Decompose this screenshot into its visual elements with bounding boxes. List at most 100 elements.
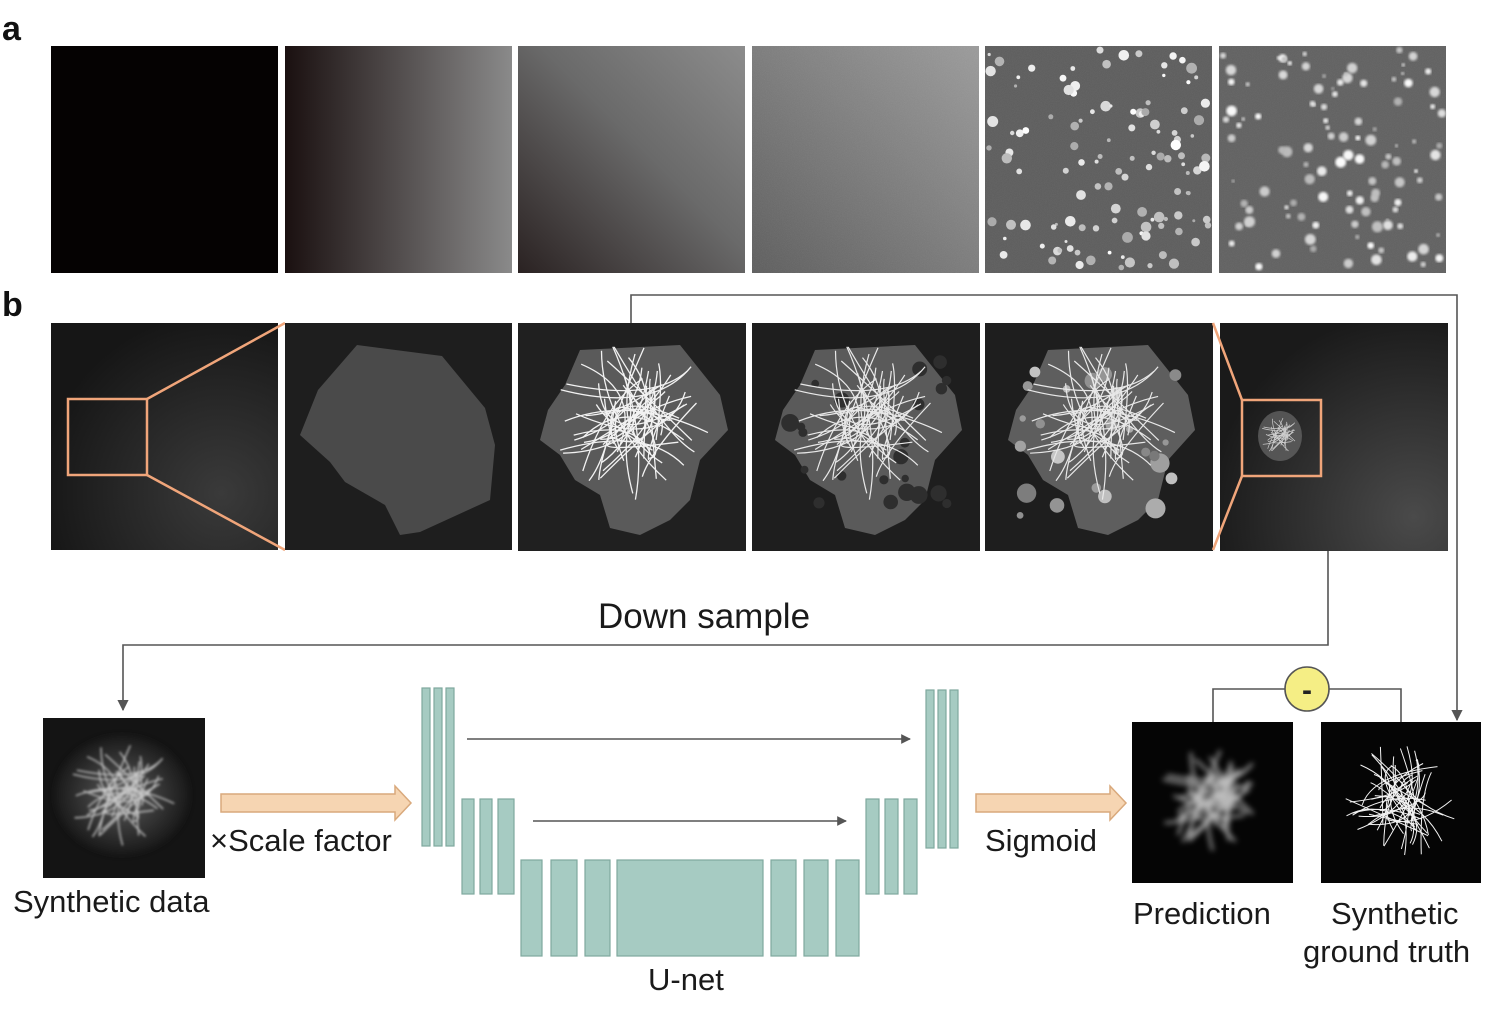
spot	[1355, 196, 1364, 205]
filament	[1384, 765, 1418, 832]
spot	[1304, 234, 1316, 245]
unet-decoder-1c	[949, 689, 959, 849]
zoom-box-left	[66, 397, 149, 477]
spot	[1075, 260, 1084, 270]
filament	[814, 363, 860, 453]
spot	[1354, 154, 1365, 164]
spot	[987, 52, 991, 57]
spot	[1290, 199, 1297, 207]
spot	[1097, 154, 1103, 159]
filament	[632, 396, 663, 464]
spot	[1436, 142, 1443, 149]
arrow-scale-factor	[220, 784, 413, 822]
unet-decoder-2c	[903, 798, 918, 895]
spot	[1313, 84, 1324, 94]
spot	[1006, 219, 1016, 230]
minus-operator-label: -	[1302, 674, 1312, 707]
spot	[1150, 217, 1155, 222]
filament	[1268, 427, 1286, 436]
spot	[1110, 203, 1121, 214]
spot	[1115, 168, 1123, 175]
spot	[1020, 219, 1031, 231]
filament	[1071, 408, 1130, 436]
spot	[1407, 251, 1418, 262]
spot	[1010, 130, 1015, 136]
spot	[1158, 251, 1167, 260]
filament	[89, 772, 139, 793]
spot	[1414, 169, 1418, 174]
filament	[1047, 363, 1093, 453]
spot	[1098, 489, 1112, 504]
spot	[1019, 415, 1026, 422]
filament	[1265, 428, 1294, 439]
spot	[1420, 261, 1426, 268]
filament	[1067, 346, 1099, 440]
hole	[893, 449, 909, 465]
spot	[1078, 159, 1085, 166]
spot	[1059, 74, 1067, 82]
filament	[1108, 402, 1164, 477]
spot	[1151, 150, 1156, 155]
spot	[1147, 263, 1153, 269]
panel-label-b: b	[2, 286, 23, 324]
label-synthetic-gt-line2: ground truth	[1303, 934, 1470, 969]
filament	[649, 378, 657, 479]
filament	[117, 770, 140, 822]
spot	[1322, 74, 1327, 79]
unet-decoder-3b	[803, 859, 829, 957]
connector-down-sample	[117, 551, 1329, 712]
row-a-images	[51, 46, 1447, 273]
minus-operator-circle	[1284, 666, 1330, 712]
spot	[1347, 62, 1358, 74]
spot	[1204, 222, 1212, 229]
filament	[1041, 367, 1110, 441]
spot	[1192, 219, 1196, 223]
spot	[1100, 100, 1111, 112]
spot	[1175, 227, 1183, 236]
spot	[1165, 472, 1178, 485]
unet-encoder-3c	[584, 859, 611, 957]
spot	[986, 145, 992, 151]
spot	[1404, 78, 1413, 88]
zoom-line-top-right	[1211, 322, 1244, 401]
spot	[1335, 156, 1347, 168]
spot	[1174, 211, 1183, 220]
spot	[1066, 245, 1074, 252]
unet-decoder-2b	[884, 798, 899, 895]
spot	[1096, 46, 1104, 54]
spot	[1186, 62, 1197, 74]
spot	[1338, 132, 1349, 142]
label-unet: U-net	[648, 962, 724, 997]
spot	[1039, 243, 1045, 249]
spot	[1130, 108, 1137, 115]
spot	[1162, 439, 1169, 446]
filament	[889, 363, 896, 441]
arrow-sigmoid	[975, 784, 1128, 822]
spot	[1062, 167, 1069, 174]
spot	[1244, 216, 1255, 228]
spot	[1343, 258, 1354, 269]
spot	[1074, 249, 1081, 256]
spot	[1180, 107, 1188, 115]
spot	[1301, 62, 1310, 71]
spot	[1106, 138, 1111, 143]
unet-decoder-3a	[770, 859, 797, 957]
image-b5-filaments-spots	[985, 323, 1213, 551]
spot	[1015, 129, 1024, 138]
filament	[1378, 770, 1423, 791]
spot	[1174, 188, 1182, 195]
spot	[1014, 84, 1018, 88]
image-b2-cell-mask	[285, 323, 512, 550]
spot	[1302, 51, 1307, 57]
spot	[1412, 139, 1417, 144]
spot	[1145, 100, 1151, 106]
filament	[840, 360, 927, 441]
filament	[1207, 775, 1230, 828]
filament	[1270, 431, 1286, 444]
filament	[574, 367, 643, 441]
spot	[1225, 64, 1237, 76]
spot	[1325, 125, 1330, 130]
hole	[811, 379, 820, 388]
filament	[1387, 799, 1452, 823]
filament	[809, 391, 920, 430]
